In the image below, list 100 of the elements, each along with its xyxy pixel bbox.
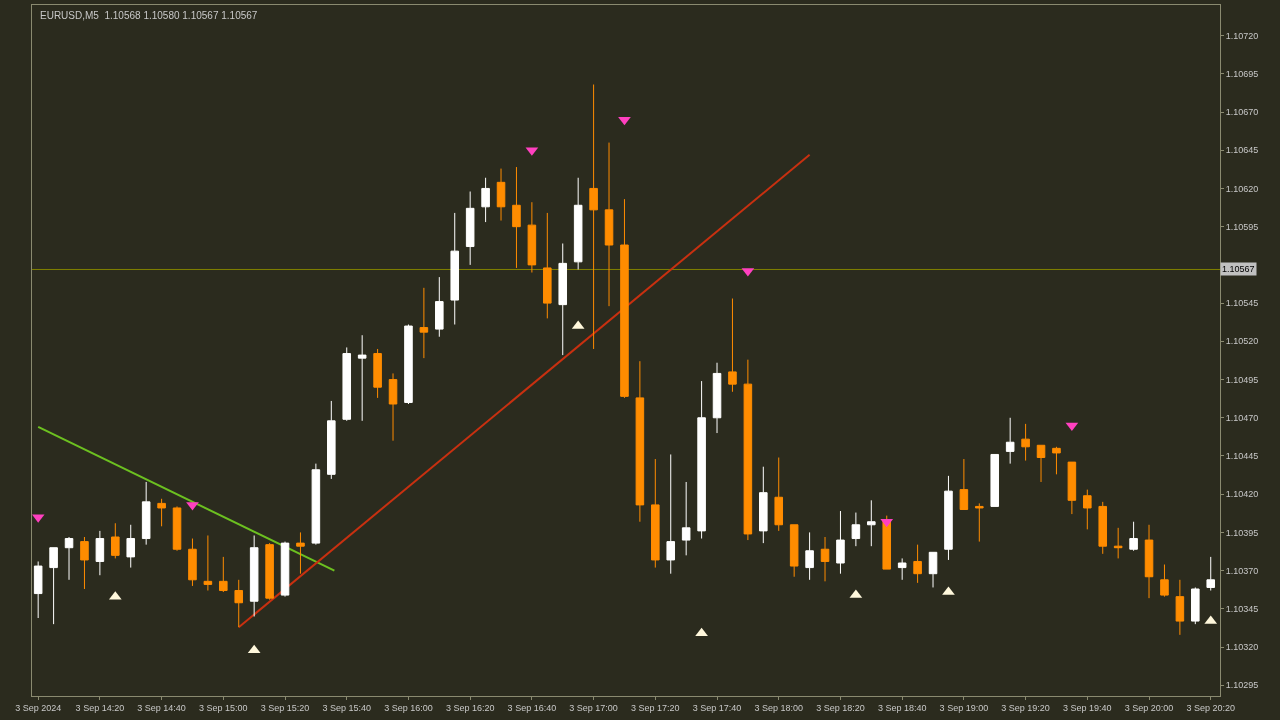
y-tick-label: 1.10520 [1225, 336, 1259, 347]
y-tick-label: 1.10595 [1225, 221, 1259, 232]
y-tick-label: 1.10470 [1225, 412, 1259, 423]
ref-line-label: 1.10567 [1222, 264, 1255, 274]
x-tick-label: 3 Sep 19:00 [939, 702, 989, 713]
candlestick [219, 556, 228, 593]
candlestick [820, 536, 830, 582]
candlestick [1191, 586, 1200, 625]
candlestick [419, 287, 429, 359]
x-tick-label: 3 Sep 16:00 [384, 702, 433, 713]
candlestick [80, 536, 89, 590]
candlestick [712, 362, 722, 434]
candlestick [404, 324, 413, 405]
candlestick [959, 458, 969, 510]
y-tick-label: 1.10495 [1225, 374, 1259, 385]
x-tick-label: 3 Sep 19:20 [1001, 702, 1050, 713]
candlestick [435, 276, 444, 338]
candlestick [1083, 489, 1092, 530]
candlestick [975, 502, 984, 543]
x-tick-label: 3 Sep 15:00 [199, 702, 248, 713]
candlestick [558, 242, 568, 356]
candlestick [805, 531, 814, 581]
candlestick [990, 453, 1000, 507]
y-tick-label: 1.10420 [1225, 489, 1259, 500]
x-tick-label: 3 Sep 20:00 [1124, 702, 1174, 713]
candlestick [465, 191, 475, 266]
y-tick-label: 1.10320 [1225, 642, 1259, 653]
candlestick [589, 84, 598, 350]
candlestick [296, 531, 305, 575]
candlestick [249, 534, 259, 617]
candlestick [203, 534, 213, 592]
candlestick [774, 457, 784, 532]
candlestick [604, 142, 614, 307]
candlestick [728, 298, 737, 393]
candlestick [1144, 524, 1154, 599]
candlestick [789, 524, 799, 578]
candlestick [141, 481, 151, 546]
candlestick [1052, 446, 1061, 475]
candlestick [1098, 501, 1108, 555]
candlestick [759, 466, 768, 544]
candlestick [527, 201, 537, 274]
candlestick [928, 551, 938, 588]
candlestick [33, 560, 43, 619]
x-tick-label: 3 Sep 15:20 [260, 702, 310, 713]
candlestick [481, 177, 490, 223]
y-tick-label: 1.10545 [1225, 298, 1259, 309]
candlestick [126, 524, 136, 569]
y-tick-label: 1.10370 [1225, 565, 1259, 576]
candlestick [357, 334, 367, 422]
x-tick-label: 3 Sep 17:00 [569, 702, 618, 713]
candlestick [1160, 564, 1169, 598]
candlestick [157, 498, 166, 527]
candlestick [743, 359, 753, 541]
x-tick-label: 3 Sep 18:20 [816, 702, 865, 713]
candlestick [1005, 417, 1015, 465]
candlestick [95, 530, 105, 576]
x-tick-label: 3 Sep 16:40 [507, 702, 557, 713]
x-tick-label: 3 Sep 14:20 [75, 702, 125, 713]
candlestick [851, 512, 861, 547]
candlestick [496, 168, 506, 222]
candlestick [234, 579, 244, 628]
candlestick [311, 463, 321, 546]
candlestick [64, 536, 74, 581]
x-tick-label: 3 Sep 2024 [15, 702, 62, 713]
x-tick-label: 3 Sep 18:40 [877, 702, 927, 713]
candlestick [1129, 521, 1138, 552]
candlestick [897, 557, 907, 581]
x-tick-label: 3 Sep 19:40 [1063, 702, 1112, 713]
candlestick [373, 348, 382, 399]
candlestick [944, 475, 953, 561]
candlestick [265, 542, 274, 601]
candlestick [327, 400, 336, 480]
candlestick [913, 544, 922, 584]
candlestick [1021, 423, 1030, 462]
candlestick [573, 177, 583, 270]
x-tick-label: 3 Sep 16:20 [445, 702, 495, 713]
candlestick [867, 499, 876, 547]
candlestick [1036, 444, 1046, 483]
candlestick [882, 515, 892, 570]
candlestick [697, 380, 706, 540]
candlestick [280, 541, 290, 598]
y-tick-label: 1.10670 [1225, 107, 1259, 118]
candlestick [342, 346, 352, 422]
y-tick-label: 1.10395 [1225, 527, 1259, 538]
x-tick-label: 3 Sep 17:20 [631, 702, 680, 713]
candlestick [543, 212, 552, 319]
y-tick-label: 1.10445 [1225, 451, 1259, 462]
candlestick [836, 510, 845, 575]
point [695, 627, 708, 637]
candlestick [620, 198, 629, 399]
x-tick-label: 3 Sep 15:40 [322, 702, 372, 713]
candlestick [450, 212, 460, 326]
y-tick-label: 1.10645 [1225, 145, 1259, 156]
candlestick [651, 458, 660, 569]
x-tick-label: 3 Sep 20:20 [1186, 702, 1236, 713]
y-tick-label: 1.10620 [1225, 183, 1259, 194]
y-tick-label: 1.10695 [1225, 68, 1259, 79]
x-tick-label: 3 Sep 18:00 [754, 702, 804, 713]
candlestick [666, 453, 676, 575]
candlestick [1175, 579, 1185, 636]
